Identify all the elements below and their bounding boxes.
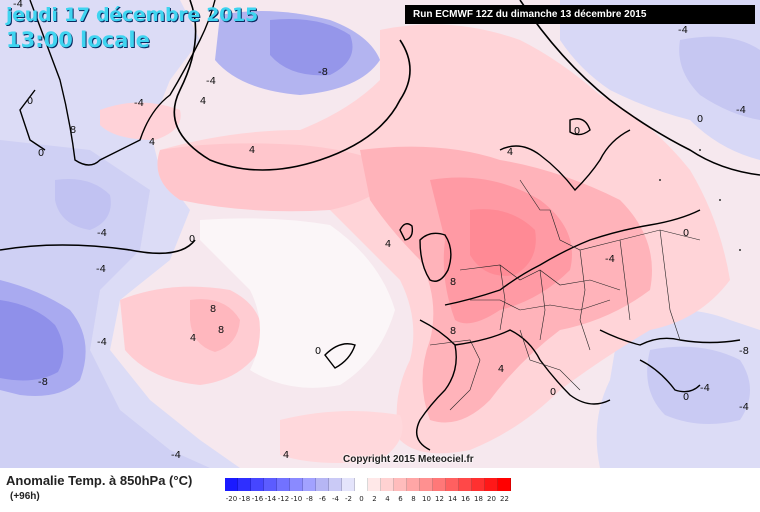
scale-tick-label: 18 xyxy=(474,495,483,503)
scale-swatch xyxy=(368,478,381,491)
contour-label: 4 xyxy=(249,145,255,156)
scale-tick-label: 12 xyxy=(435,495,444,503)
scale-swatch xyxy=(433,478,446,491)
contour-label: -4 xyxy=(96,264,106,275)
scale-swatch xyxy=(238,478,251,491)
scale-tick-label: -4 xyxy=(332,495,339,503)
contour-label: 0 xyxy=(189,234,195,245)
scale-swatch xyxy=(472,478,485,491)
contour-label: 4 xyxy=(190,333,196,344)
scale-swatch xyxy=(303,478,316,491)
scale-swatch xyxy=(485,478,498,491)
legend-title: Anomalie Temp. à 850hPa (°C) xyxy=(6,473,193,488)
contour-label: -4 xyxy=(13,0,23,10)
scale-swatch xyxy=(277,478,290,491)
scale-swatch xyxy=(251,478,264,491)
contour-label: 8 xyxy=(218,325,224,336)
coastlines xyxy=(19,0,741,451)
contour-label: -8 xyxy=(739,346,749,357)
scale-tick-label: 14 xyxy=(448,495,457,503)
contour-labels: -4 -8 -4 -4 0 8 0 4 4 0 -4 4 -4 0 4 8 8 … xyxy=(13,0,749,461)
scale-tick-label: -2 xyxy=(345,495,352,503)
contour-label: 4 xyxy=(283,450,289,461)
contour-label: -4 xyxy=(171,450,181,461)
forecast-date-title: jeudi 17 décembre 2015 xyxy=(6,4,258,26)
contour-label: 0 xyxy=(683,228,689,239)
isolines xyxy=(0,0,760,255)
contour-label: 4 xyxy=(385,239,391,250)
country-borders xyxy=(429,179,701,411)
scale-tick-label: -18 xyxy=(238,495,251,503)
neutral-zone xyxy=(200,218,395,388)
contour-label: 0 xyxy=(697,114,703,125)
scale-tick-label: 8 xyxy=(411,495,416,503)
scale-tick-label: -12 xyxy=(277,495,290,503)
scale-swatch xyxy=(394,478,407,491)
scale-tick-label: -16 xyxy=(251,495,264,503)
copyright-notice: Copyright 2015 Meteociel.fr xyxy=(343,454,474,465)
scale-swatch xyxy=(290,478,303,491)
contour-label: -4 xyxy=(97,228,107,239)
model-run-label: Run ECMWF 12Z du dimanche 13 décembre 20… xyxy=(405,5,755,24)
contour-label: -4 xyxy=(605,254,615,265)
contour-label: -4 xyxy=(206,76,216,87)
contour-label: 8 xyxy=(70,125,76,136)
grid-markers xyxy=(659,149,741,251)
contour-label: 4 xyxy=(149,137,155,148)
scale-tick-label: 6 xyxy=(398,495,403,503)
scale-tick-label: 0 xyxy=(359,495,364,503)
scale-tick-label: -10 xyxy=(290,495,303,503)
scale-swatch xyxy=(420,478,433,491)
scale-tick-label: -6 xyxy=(319,495,326,503)
contour-label: -4 xyxy=(736,105,746,116)
scale-swatch xyxy=(225,478,238,491)
forecast-lead-time: (+96h) xyxy=(10,491,40,502)
cold-anomaly-areas xyxy=(0,0,760,468)
scale-swatch xyxy=(446,478,459,491)
contour-label: 0 xyxy=(27,96,33,107)
contour-label: -4 xyxy=(134,98,144,109)
scale-tick-label: 22 xyxy=(500,495,509,503)
contour-label: -4 xyxy=(739,402,749,413)
scale-swatch xyxy=(381,478,394,491)
color-scale-ticks: -20 -18 -16 -14 -12 -10 -8 -6 -4 -2 0 2 4 6 8 10 12 14 16 1… xyxy=(225,495,511,503)
scale-swatch xyxy=(342,478,355,491)
scale-tick-label: 10 xyxy=(422,495,431,503)
contour-label: -4 xyxy=(97,337,107,348)
contour-label: -8 xyxy=(38,377,48,388)
scale-swatch xyxy=(264,478,277,491)
scale-tick-label: -20 xyxy=(225,495,238,503)
scale-swatch xyxy=(316,478,329,491)
scale-swatch xyxy=(329,478,342,491)
contour-label: 8 xyxy=(450,277,456,288)
scale-tick-label: 20 xyxy=(487,495,496,503)
scale-swatch xyxy=(459,478,472,491)
contour-label: -8 xyxy=(318,67,328,78)
contour-label: -4 xyxy=(678,25,688,36)
scale-swatch xyxy=(355,478,368,491)
contour-label: 0 xyxy=(38,148,44,159)
contour-label: 0 xyxy=(550,387,556,398)
scale-tick-label: 4 xyxy=(385,495,390,503)
contour-label: 4 xyxy=(200,96,206,107)
contour-label: 8 xyxy=(210,304,216,315)
contour-label: 0 xyxy=(574,126,580,137)
contour-label: -4 xyxy=(700,383,710,394)
contour-label: 0 xyxy=(683,392,689,403)
forecast-time-title: 13:00 locale xyxy=(6,28,150,52)
contour-label: 4 xyxy=(507,147,513,158)
contour-label: 0 xyxy=(315,346,321,357)
color-scale xyxy=(225,478,511,491)
scale-tick-label: -8 xyxy=(306,495,313,503)
scale-tick-label: 16 xyxy=(461,495,470,503)
scale-tick-label: -14 xyxy=(264,495,277,503)
contour-label: 8 xyxy=(450,326,456,337)
scale-tick-label: 2 xyxy=(372,495,377,503)
scale-swatch xyxy=(407,478,420,491)
temperature-anomaly-map: -4 -8 -4 -4 0 8 0 4 4 0 -4 4 -4 0 4 8 8 … xyxy=(0,0,760,468)
scale-swatch xyxy=(498,478,511,491)
contour-label: 4 xyxy=(498,364,504,375)
